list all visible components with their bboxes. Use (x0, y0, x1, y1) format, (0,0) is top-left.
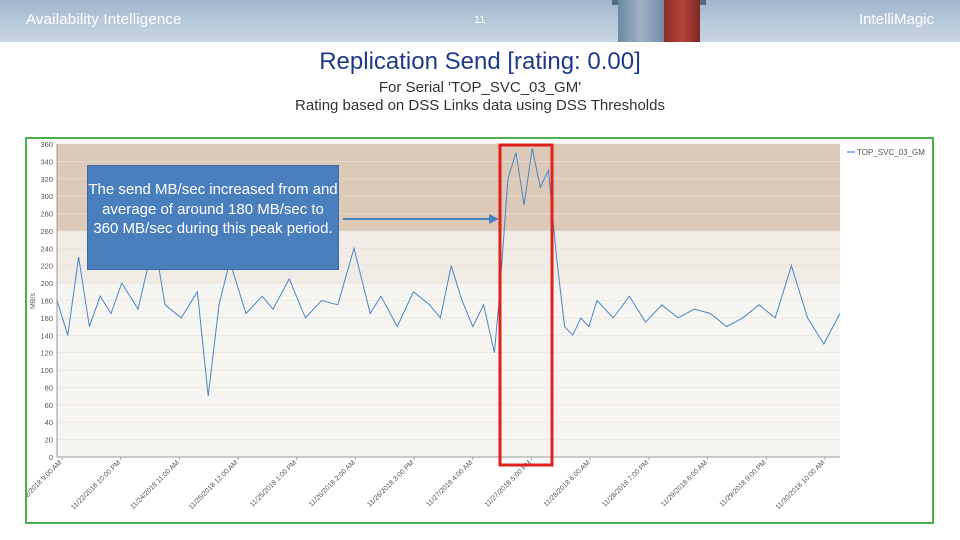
brand-left: Availability Intelligence (26, 11, 182, 28)
x-tick-label: 11/28/2018 6:00 AM (543, 459, 592, 508)
y-tick-label: 80 (45, 383, 53, 392)
subtitle-rating: Rating based on DSS Links data using DSS… (295, 97, 665, 114)
callout-box: The send MB/sec increased from and avera… (87, 165, 339, 270)
peak-highlight-box (498, 143, 554, 467)
x-tick-label: 11/26/2018 2:00 AM (308, 459, 357, 508)
x-tick-label: 11/29/2018 9:00 PM (719, 459, 768, 508)
y-tick-label: 140 (40, 331, 53, 340)
x-tick-label: 11/24/2018 11:00 AM (130, 459, 181, 510)
y-tick-label: 160 (40, 314, 53, 323)
y-tick-label: 200 (40, 279, 53, 288)
slide-title: Replication Send [rating: 0.00] (319, 48, 641, 75)
x-tick-label: 11/25/2018 1:00 PM (249, 459, 298, 508)
x-tick-label: 11/27/2018 4:00 AM (425, 459, 474, 508)
callout-arrowhead (489, 214, 499, 224)
page-number: 11 (474, 14, 486, 26)
x-tick-label: 11/30/2018 10:00 AM (775, 459, 827, 511)
header-bar: Availability Intelligence 11 IntelliMagi… (0, 0, 960, 42)
x-tick-label: 11/25/2018 12:00 AM (188, 459, 240, 511)
brand-right-logo: IntelliMagic (858, 11, 934, 28)
y-tick-label: 100 (40, 366, 53, 375)
y-tick-label: 60 (45, 401, 53, 410)
series-line-TOP_SVC_03_GM (56, 148, 841, 397)
y-tick-label: 20 (45, 436, 53, 445)
y-tick-label: 360 (40, 140, 53, 149)
y-tick-label: 260 (40, 227, 53, 236)
y-tick-label: 280 (40, 210, 53, 219)
y-tick-label: 320 (40, 175, 53, 184)
y-tick-label: 240 (40, 244, 53, 253)
y-tick-label: 340 (40, 157, 53, 166)
y-tick-label: 40 (45, 418, 53, 427)
x-tick-label: 11/26/2018 3:00 PM (366, 459, 415, 508)
y-tick-label: 120 (40, 349, 53, 358)
lighthouse-red-band-image (664, 0, 700, 42)
x-tick-label: 11/22/2018 9:00 AM (27, 459, 64, 508)
legend-label: TOP_SVC_03_GM (857, 148, 925, 157)
lighthouse-tower-image (618, 0, 664, 42)
subtitle-serial: For Serial 'TOP_SVC_03_GM' (378, 79, 582, 96)
y-tick-label: 180 (40, 297, 53, 306)
x-tick-label: 11/29/2018 8:00 AM (660, 459, 709, 508)
y-tick-label: 300 (40, 192, 53, 201)
x-tick-label: 11/27/2018 5:00 PM (484, 459, 533, 508)
y-tick-label: 220 (40, 262, 53, 271)
x-tick-label: 11/28/2018 7:00 PM (601, 459, 650, 508)
y-axis-label: MB/s (30, 293, 37, 309)
x-tick-label: 11/22/2018 10:00 PM (70, 459, 122, 511)
y-tick-label: 0 (49, 453, 53, 462)
